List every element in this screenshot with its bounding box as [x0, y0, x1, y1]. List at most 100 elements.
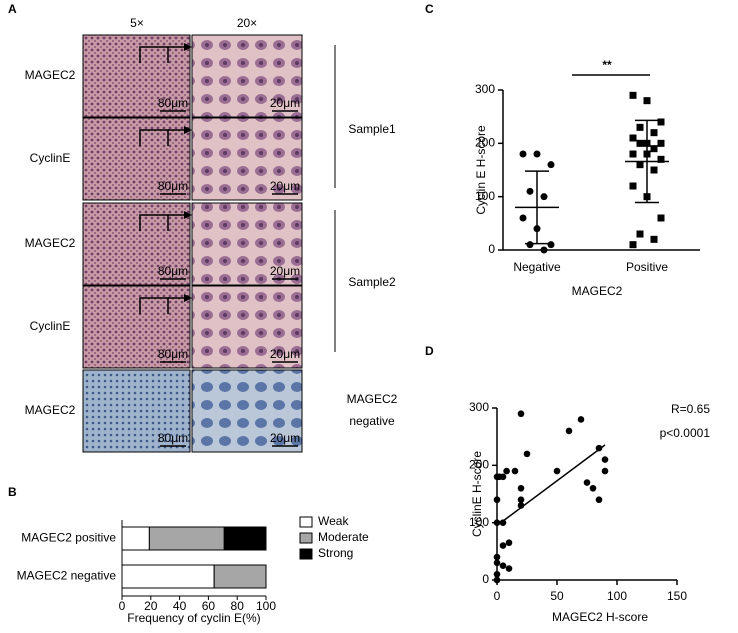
bar-segment	[121, 564, 215, 589]
data-point	[503, 467, 510, 475]
data-point	[540, 193, 548, 201]
micrograph-low	[82, 117, 191, 201]
annotation: R=0.65	[671, 402, 710, 416]
scale-label: 20μm	[270, 347, 300, 361]
row-label: CyclinE	[30, 151, 71, 165]
scale-label: 20μm	[270, 96, 300, 110]
data-point	[565, 427, 573, 435]
legend-swatch	[299, 548, 313, 560]
data-point	[517, 484, 525, 492]
data-point	[517, 410, 525, 418]
data-point	[657, 118, 665, 126]
x-axis-title: MAGEC2 H-score	[552, 610, 648, 624]
data-point	[636, 161, 644, 169]
scale-label: 80μm	[158, 179, 188, 193]
y-tick-label: 300	[469, 400, 489, 414]
data-point	[547, 241, 555, 249]
y-tick-label: 0	[482, 572, 489, 586]
arrow-head	[184, 294, 192, 302]
data-point	[519, 150, 527, 158]
y-tick-label: MAGEC2 positive	[21, 531, 116, 545]
scale-label: 20μm	[270, 431, 300, 445]
row-label: CyclinE	[30, 319, 71, 333]
y-tick-label: MAGEC2 negative	[17, 569, 117, 583]
panel-label: D	[425, 344, 434, 358]
legend-swatch	[299, 516, 313, 528]
y-tick-label: 300	[475, 82, 495, 96]
micrograph-high	[191, 117, 303, 201]
data-point	[636, 123, 644, 131]
data-point	[499, 519, 507, 526]
legend-label: Strong	[318, 546, 353, 560]
bar-segment	[213, 564, 267, 589]
zoom-box	[139, 297, 169, 314]
data-point	[499, 542, 507, 549]
data-point	[629, 241, 637, 249]
data-point	[650, 235, 658, 243]
data-point	[540, 246, 548, 254]
scale-label: 80μm	[158, 96, 188, 110]
x-tick-label: Positive	[626, 260, 668, 274]
panel-label: C	[425, 2, 434, 16]
annotation: p<0.0001	[660, 426, 711, 440]
x-tick-label: Negative	[513, 260, 561, 274]
data-point	[526, 187, 534, 195]
x-tick-label: 0	[119, 599, 126, 613]
data-point	[650, 129, 658, 137]
data-point	[650, 166, 658, 174]
arrow-head	[184, 126, 192, 134]
arrow-head	[184, 43, 192, 51]
data-point	[526, 241, 534, 249]
y-tick-label: 100	[475, 189, 495, 203]
row-label: MAGEC2	[25, 236, 76, 250]
data-point	[493, 559, 501, 567]
data-point	[657, 155, 665, 163]
data-point	[601, 456, 609, 463]
data-point	[629, 150, 637, 158]
scale-label: 80μm	[158, 264, 188, 278]
x-axis-title: MAGEC2	[572, 284, 623, 298]
x-tick-label: 80	[231, 599, 245, 613]
panel-label: B	[8, 485, 17, 499]
y-tick-label: 200	[475, 136, 495, 150]
arrow-head	[184, 211, 192, 219]
x-tick-label: 20	[144, 599, 158, 613]
micrograph-low	[82, 34, 191, 118]
bar-segment	[223, 526, 267, 551]
data-point	[523, 450, 531, 458]
data-point	[499, 562, 507, 569]
data-point	[517, 496, 525, 504]
micrograph-high	[191, 369, 303, 453]
micrograph-high	[191, 34, 303, 118]
micrograph-high	[191, 202, 303, 286]
panel-label: A	[8, 2, 17, 16]
scale-label: 20μm	[270, 264, 300, 278]
data-point	[511, 467, 519, 475]
group-label: Sample2	[348, 275, 396, 289]
row-label: MAGEC2	[25, 68, 76, 82]
micrograph-low	[82, 369, 191, 453]
data-point	[577, 416, 585, 423]
data-point	[636, 230, 644, 238]
micrograph-high	[191, 285, 303, 369]
scale-label: 20μm	[270, 179, 300, 193]
data-point	[493, 496, 501, 504]
bar-segment	[121, 526, 150, 551]
y-axis-title: CyclinE H-score	[470, 451, 484, 537]
regression-line	[496, 444, 606, 527]
x-tick-label: 50	[550, 589, 564, 603]
data-point	[493, 570, 501, 578]
group-label: Sample1	[348, 122, 396, 136]
group-label: MAGEC2	[347, 392, 398, 406]
group-label: negative	[349, 414, 395, 428]
row-label: MAGEC2	[25, 403, 76, 417]
micrograph-low	[82, 285, 191, 369]
y-axis-title: Cyclin E H-score	[474, 125, 488, 215]
column-label: 5×	[130, 16, 144, 30]
data-point	[601, 467, 609, 475]
scale-label: 80μm	[158, 347, 188, 361]
legend-label: Moderate	[318, 530, 369, 544]
x-tick-label: 150	[667, 589, 687, 603]
data-point	[650, 145, 658, 153]
